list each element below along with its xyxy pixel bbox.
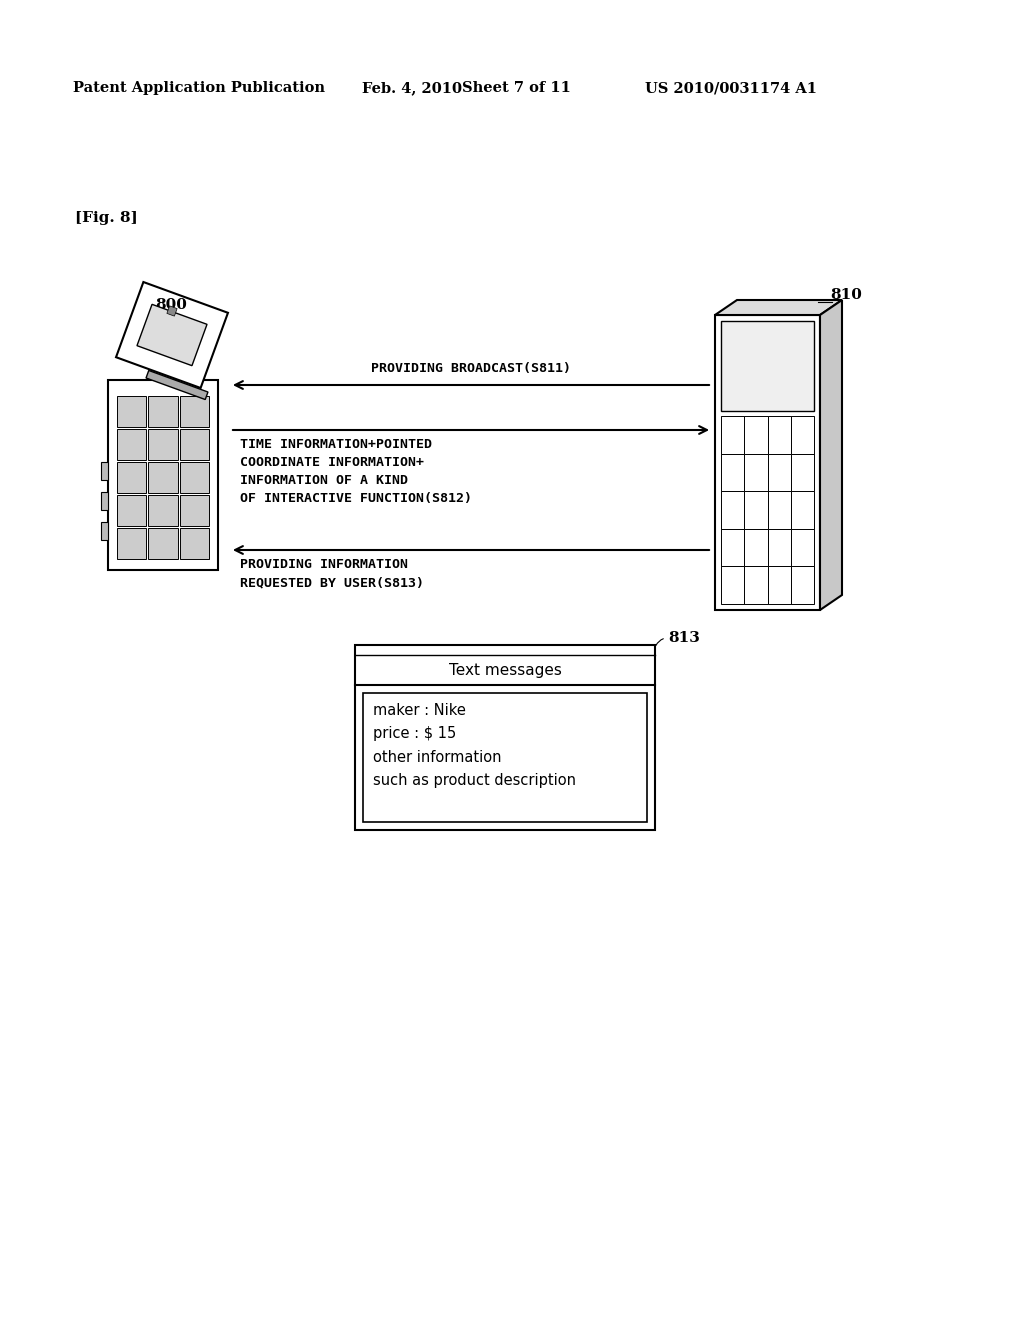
Bar: [355, 645, 655, 830]
Polygon shape: [146, 371, 208, 400]
Bar: [715, 315, 820, 610]
Bar: [721, 321, 814, 411]
Bar: [744, 454, 768, 491]
Bar: [721, 566, 744, 605]
Bar: [791, 416, 814, 454]
Bar: [148, 462, 178, 492]
Bar: [101, 492, 108, 510]
Bar: [117, 495, 146, 525]
Text: Feb. 4, 2010: Feb. 4, 2010: [362, 81, 462, 95]
Bar: [744, 529, 768, 566]
Polygon shape: [715, 300, 842, 315]
Bar: [148, 528, 178, 558]
Bar: [179, 429, 209, 459]
Text: Text messages: Text messages: [449, 663, 561, 677]
Bar: [721, 416, 744, 454]
Bar: [179, 462, 209, 492]
Text: PROVIDING BROADCAST(S811): PROVIDING BROADCAST(S811): [371, 362, 571, 375]
Bar: [148, 495, 178, 525]
Bar: [117, 528, 146, 558]
Polygon shape: [116, 282, 228, 388]
Text: PROVIDING INFORMATION
REQUESTED BY USER(S813): PROVIDING INFORMATION REQUESTED BY USER(…: [240, 558, 424, 589]
Bar: [101, 462, 108, 480]
Bar: [744, 416, 768, 454]
Bar: [117, 396, 146, 426]
Bar: [768, 566, 791, 605]
Bar: [744, 566, 768, 605]
Bar: [768, 491, 791, 529]
Text: TIME INFORMATION+POINTED
COORDINATE INFORMATION+
INFORMATION OF A KIND
OF INTERA: TIME INFORMATION+POINTED COORDINATE INFO…: [240, 438, 472, 506]
Text: 813: 813: [668, 631, 699, 645]
Bar: [721, 529, 744, 566]
Bar: [768, 454, 791, 491]
Bar: [791, 529, 814, 566]
Bar: [117, 462, 146, 492]
Bar: [148, 429, 178, 459]
Bar: [744, 491, 768, 529]
Text: 810: 810: [830, 288, 862, 302]
Text: maker : Nike
price : $ 15
other information
such as product description: maker : Nike price : $ 15 other informat…: [373, 704, 575, 788]
Text: [Fig. 8]: [Fig. 8]: [75, 211, 138, 224]
Bar: [791, 491, 814, 529]
Text: US 2010/0031174 A1: US 2010/0031174 A1: [645, 81, 817, 95]
Bar: [768, 529, 791, 566]
Bar: [768, 416, 791, 454]
Bar: [179, 396, 209, 426]
Bar: [148, 396, 178, 426]
Text: Sheet 7 of 11: Sheet 7 of 11: [462, 81, 570, 95]
Bar: [721, 454, 744, 491]
Polygon shape: [167, 306, 177, 315]
Bar: [117, 429, 146, 459]
Bar: [721, 491, 744, 529]
Bar: [362, 693, 647, 822]
Bar: [179, 528, 209, 558]
Bar: [179, 495, 209, 525]
Text: Patent Application Publication: Patent Application Publication: [73, 81, 325, 95]
Polygon shape: [137, 305, 207, 366]
Bar: [791, 566, 814, 605]
Bar: [101, 521, 108, 540]
Text: 800: 800: [155, 298, 186, 312]
Polygon shape: [820, 300, 842, 610]
Bar: [791, 454, 814, 491]
Bar: [108, 380, 218, 570]
